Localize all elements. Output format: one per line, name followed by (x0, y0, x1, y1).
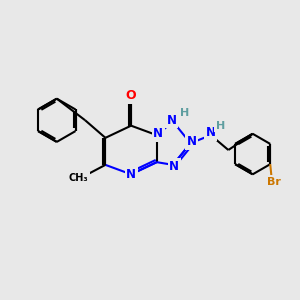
Text: Br: Br (267, 177, 281, 187)
Text: N: N (126, 168, 136, 181)
Text: O: O (126, 89, 136, 103)
Text: N: N (206, 127, 216, 140)
Text: CH₃: CH₃ (69, 173, 88, 183)
Text: H: H (180, 108, 189, 118)
Text: N: N (169, 160, 179, 173)
Text: N: N (153, 127, 163, 140)
Text: H: H (216, 121, 225, 131)
Text: N: N (167, 114, 177, 127)
Text: N: N (187, 135, 197, 148)
